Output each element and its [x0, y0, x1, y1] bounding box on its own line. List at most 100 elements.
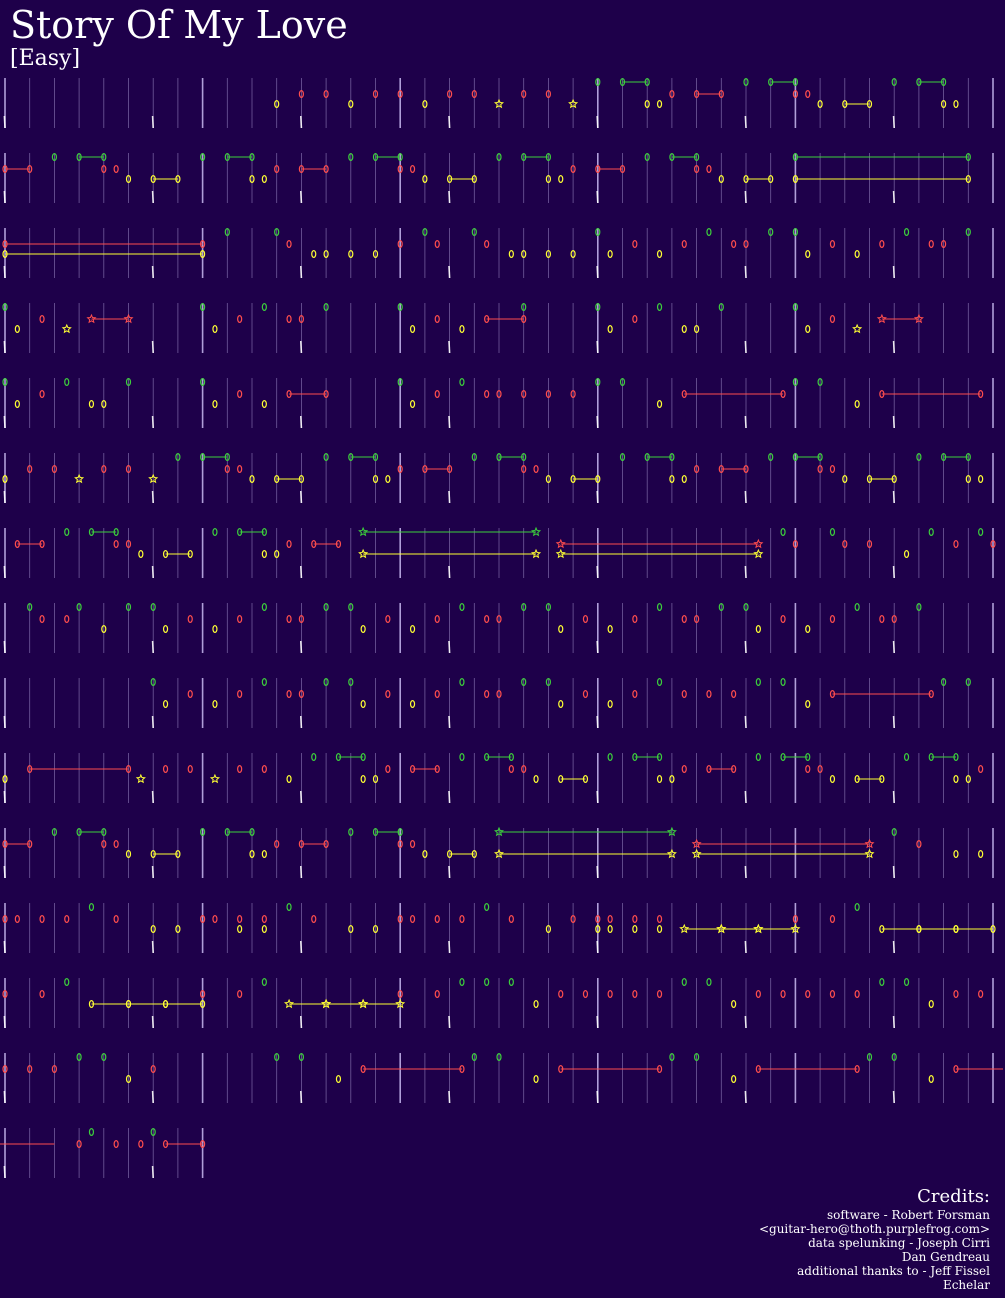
- star-note: [716, 923, 727, 934]
- note-green: [619, 378, 626, 387]
- beat-accent: [448, 715, 451, 729]
- beat-accent: [892, 415, 895, 429]
- note-red: [397, 465, 403, 474]
- beat-accent: [892, 340, 895, 354]
- note-red: [693, 614, 700, 623]
- note-red: [669, 89, 675, 98]
- credits-line: Echelar: [942, 1278, 990, 1292]
- note-red: [39, 614, 45, 623]
- note-green: [348, 153, 354, 162]
- note-green: [792, 453, 799, 462]
- note-green: [224, 827, 230, 836]
- note-red: [607, 989, 613, 998]
- note-red: [706, 764, 712, 773]
- note-green: [261, 602, 267, 611]
- note-red: [805, 89, 811, 98]
- note-red: [298, 689, 304, 698]
- note-yellow: [953, 774, 959, 783]
- credits-line: <guitar-hero@thoth.purplefrog.com>: [758, 1222, 990, 1236]
- note-green: [879, 977, 885, 986]
- note-yellow: [125, 999, 132, 1008]
- note-green: [200, 303, 206, 312]
- note-yellow: [88, 400, 95, 409]
- star-note: [753, 548, 764, 559]
- note-red: [817, 465, 823, 474]
- note-red: [545, 390, 552, 399]
- note-red: [940, 240, 947, 249]
- note-yellow: [372, 250, 379, 259]
- note-red: [397, 914, 403, 923]
- beat-accent: [892, 190, 895, 204]
- note-green: [755, 752, 761, 761]
- note-green: [76, 827, 82, 836]
- note-red: [891, 614, 897, 623]
- note-red: [76, 1139, 82, 1148]
- note-red: [150, 1064, 156, 1073]
- sustain-end: [582, 774, 589, 783]
- note-yellow: [978, 849, 984, 858]
- note-green: [718, 303, 724, 312]
- note-green: [644, 453, 650, 462]
- note-yellow: [335, 1074, 342, 1083]
- note-yellow: [607, 250, 613, 259]
- sustain-end: [175, 175, 181, 184]
- beat-accent: [744, 715, 747, 729]
- sustain-end: [447, 465, 453, 474]
- note-green: [743, 602, 749, 611]
- sustain-end: [965, 175, 971, 184]
- note-yellow: [409, 325, 416, 334]
- beat-accent: [744, 115, 747, 129]
- sustain-end: [434, 764, 440, 773]
- note-red: [693, 165, 700, 174]
- note-yellow: [953, 849, 959, 858]
- note-red: [200, 914, 206, 923]
- beat-accent: [151, 1165, 154, 1179]
- note-red: [434, 989, 440, 998]
- note-red: [385, 764, 391, 773]
- note-red: [953, 989, 959, 998]
- note-yellow: [656, 774, 663, 783]
- beat-accent: [744, 640, 747, 654]
- note-red: [397, 89, 403, 98]
- beat-accent: [300, 715, 303, 729]
- note-green: [323, 677, 329, 686]
- note-red: [298, 614, 304, 623]
- note-red: [187, 689, 193, 698]
- note-green: [76, 1052, 82, 1061]
- note-red: [298, 839, 304, 848]
- note-green: [459, 602, 465, 611]
- note-yellow: [533, 1074, 539, 1083]
- note-yellow: [792, 175, 799, 184]
- credits-block: Credits: software - Robert Forsman <guit…: [759, 1186, 990, 1292]
- note-yellow: [570, 250, 576, 259]
- note-green: [101, 1052, 107, 1061]
- beat-accent: [448, 115, 451, 129]
- note-green: [51, 153, 58, 162]
- beat-accent: [3, 715, 6, 729]
- beat-accent: [3, 1015, 6, 1029]
- note-yellow: [669, 774, 675, 783]
- note-yellow: [545, 175, 552, 184]
- beat-accent: [596, 715, 599, 729]
- note-yellow: [162, 624, 169, 633]
- beat-accent: [596, 265, 599, 279]
- note-green: [829, 527, 836, 536]
- beat-accent: [596, 415, 599, 429]
- note-red: [298, 165, 304, 174]
- note-yellow: [286, 774, 292, 783]
- note-yellow: [595, 924, 601, 933]
- note-red: [755, 1064, 761, 1073]
- note-green: [274, 1052, 280, 1061]
- beat-accent: [448, 190, 451, 204]
- note-red: [484, 689, 490, 698]
- note-green: [125, 602, 132, 611]
- chart-row: [2, 826, 994, 879]
- note-red: [829, 614, 836, 623]
- note-red: [237, 614, 243, 623]
- note-red: [212, 914, 218, 923]
- star-note: [358, 548, 369, 559]
- chart-row: [2, 1052, 1003, 1104]
- note-red: [187, 614, 193, 623]
- note-yellow: [940, 99, 947, 108]
- note-green: [792, 378, 799, 387]
